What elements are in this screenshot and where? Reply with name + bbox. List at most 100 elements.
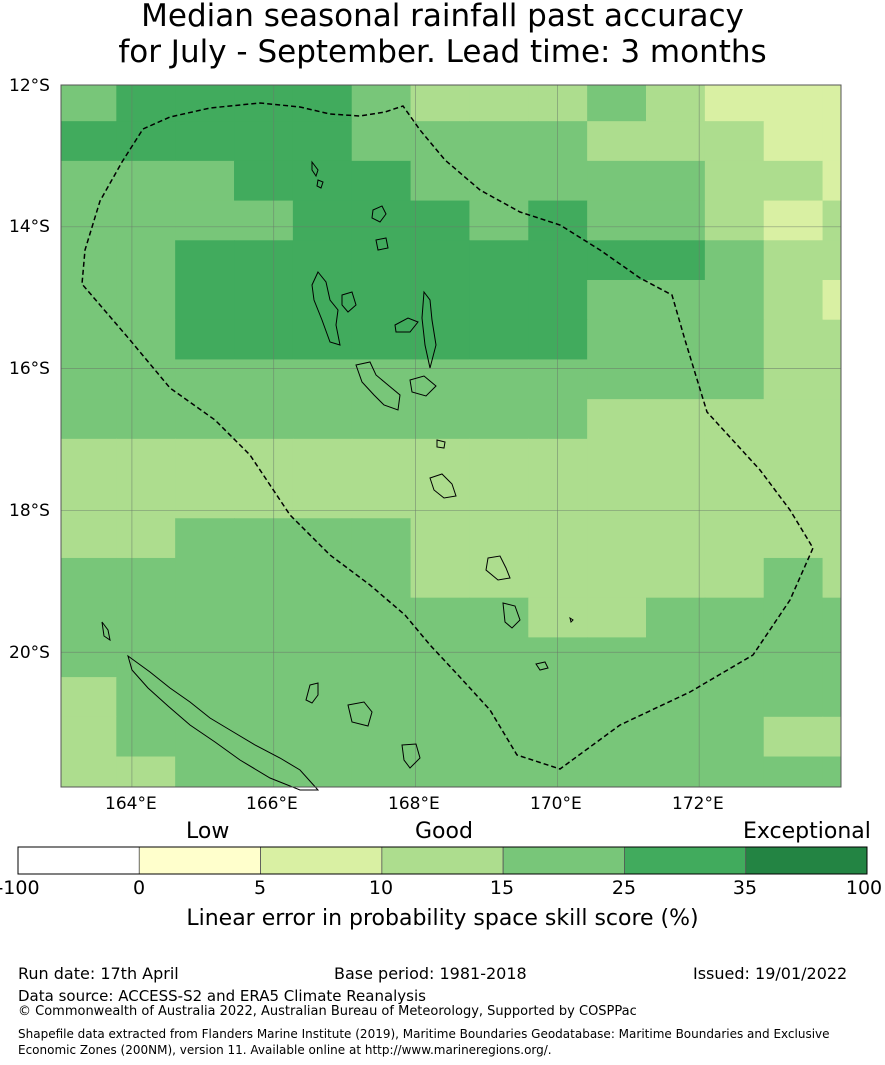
grid-cell	[881, 121, 885, 161]
grid-cell	[704, 677, 765, 718]
grid-cell	[234, 160, 294, 202]
grid-cell	[704, 518, 765, 559]
legend-tick: 100	[845, 877, 883, 899]
colorbar	[17, 846, 868, 875]
legend-tick: 5	[253, 877, 267, 899]
grid-cell	[116, 280, 176, 321]
grid-cell	[587, 597, 647, 638]
grid-cell	[528, 240, 588, 281]
coast-malekula	[355, 361, 401, 411]
grid-cell	[587, 756, 647, 787]
grid-cell	[292, 399, 353, 440]
grid-cell	[646, 200, 706, 241]
grid-cell	[587, 796, 646, 836]
colorbar-segment	[260, 846, 383, 875]
grid-cell	[61, 359, 117, 400]
grid-cell	[469, 85, 529, 122]
grid-cell	[116, 240, 176, 281]
legend-label-good: Good	[415, 819, 473, 844]
grid-cell	[175, 240, 235, 281]
grid-cell	[646, 518, 706, 559]
grid-cell	[61, 280, 117, 321]
grid-cell	[528, 716, 588, 758]
grid-cell	[469, 359, 529, 400]
grid-cell	[881, 161, 885, 201]
grid-cell	[528, 160, 588, 202]
grid-cell	[528, 637, 588, 678]
grid-cell	[646, 319, 706, 361]
lat-label-20s: 20°S	[9, 643, 50, 663]
lon-label-168e: 168°E	[388, 794, 440, 814]
grid-cell	[469, 438, 529, 480]
grid-cell	[646, 438, 706, 480]
grid-cell	[704, 756, 765, 787]
grid-cell	[646, 557, 706, 599]
grid-cell	[763, 85, 824, 122]
grid-cell	[175, 637, 235, 678]
grid-cell	[175, 478, 235, 519]
grid-cell	[587, 359, 647, 400]
grid-cell	[175, 280, 235, 321]
grid-cell	[469, 557, 529, 599]
grid-cell	[351, 637, 412, 678]
grid-cell	[469, 200, 529, 241]
grid-cell	[822, 637, 841, 678]
grid-cell	[116, 85, 176, 122]
grid-cell	[292, 478, 353, 519]
grid-cell	[881, 717, 885, 757]
grid-cell	[292, 716, 353, 758]
coast-efate	[429, 473, 457, 499]
grid-cell	[292, 518, 353, 559]
grid-cell	[410, 677, 471, 718]
grid-cell	[61, 200, 117, 241]
grid-cell	[116, 319, 176, 361]
grid-cell	[234, 121, 294, 162]
grid-cell	[528, 121, 588, 162]
grid-cell	[822, 160, 841, 202]
grid-cell	[175, 597, 235, 638]
grid-cell	[763, 716, 824, 758]
grid-cell	[646, 677, 706, 718]
grid-cell	[646, 85, 706, 122]
grid-cell	[234, 319, 294, 361]
grid-cell	[116, 518, 176, 559]
grid-cell	[469, 319, 529, 361]
grid-cell	[61, 716, 117, 758]
grid-cell	[528, 319, 588, 361]
coast-vanikoro	[316, 179, 324, 189]
grid-cell	[704, 240, 765, 281]
grid-cell	[881, 201, 885, 241]
grid-cell	[175, 160, 235, 202]
colorbar-segment	[502, 846, 625, 875]
grid-cell	[704, 160, 765, 202]
grid-cell	[763, 280, 824, 321]
grid-cell	[704, 399, 765, 440]
grid-cell	[351, 438, 412, 480]
grid-cell	[116, 557, 176, 599]
grid-cell	[763, 637, 824, 678]
lat-label-16s: 16°S	[9, 359, 50, 379]
grid-cell	[587, 319, 647, 361]
grid-cell	[822, 557, 841, 599]
coast-torres	[375, 237, 389, 251]
grid-cell	[351, 319, 412, 361]
grid-cell	[881, 637, 885, 677]
grid-cell	[410, 756, 471, 787]
grid-cell	[822, 597, 841, 638]
grid-cell	[234, 756, 294, 787]
grid-cell	[469, 280, 529, 321]
grid-cell	[763, 160, 824, 202]
grid-cell	[116, 756, 176, 787]
coast-tanna	[502, 602, 521, 629]
grid-cell	[763, 518, 824, 559]
grid-cell	[704, 557, 765, 599]
grid-cell	[175, 677, 235, 718]
grid-cell	[763, 597, 824, 638]
coast-loyalty-lifou	[347, 701, 373, 727]
grid-cell	[822, 399, 841, 440]
grid-cell	[61, 240, 117, 281]
grid-cell	[587, 399, 647, 440]
eez-boundary	[81, 102, 814, 770]
issued-date: Issued: 19/01/2022	[693, 964, 848, 983]
grid-cell	[116, 478, 176, 519]
